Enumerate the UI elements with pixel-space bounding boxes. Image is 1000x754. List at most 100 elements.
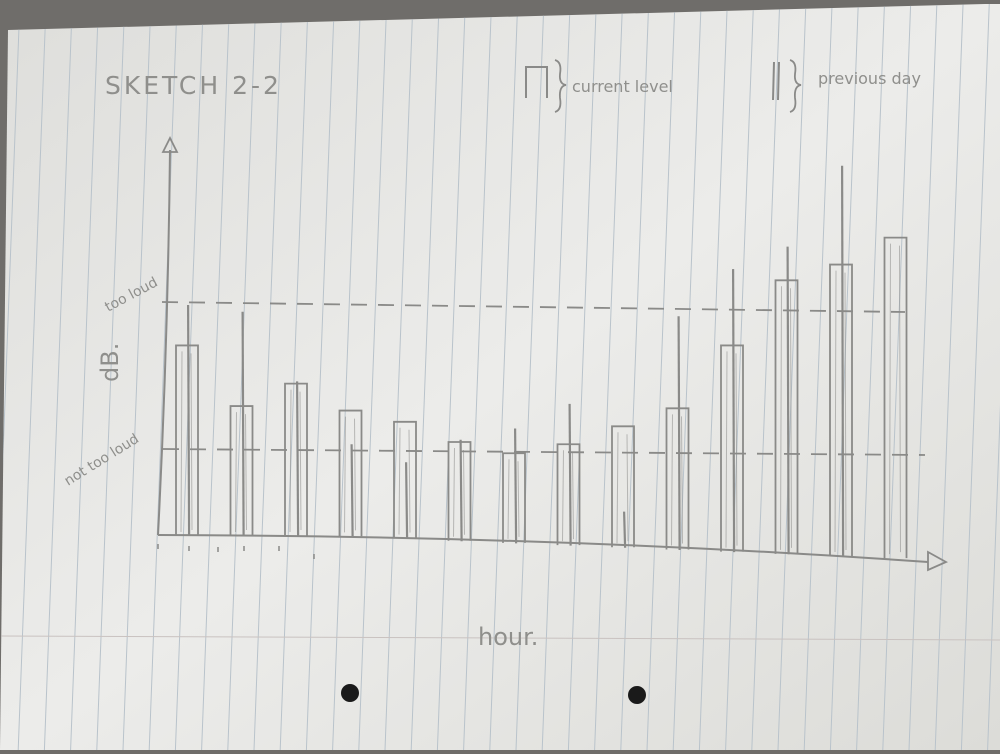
ruled-line [96, 4, 126, 750]
ruled-line [856, 4, 886, 750]
bar-hatching [180, 351, 193, 533]
ruled-line [436, 4, 466, 750]
ruled-line [410, 4, 440, 750]
bar-hatching [398, 427, 411, 535]
bar-hatching [671, 414, 683, 546]
legend-brace-icon [554, 59, 567, 113]
punch-hole [628, 686, 646, 704]
ruled-line [698, 4, 728, 750]
bar-hatching [562, 450, 574, 542]
current-level-bar [393, 420, 417, 539]
legend-brace-icon [789, 59, 802, 113]
ruled-line [882, 4, 912, 750]
bar-hatching [889, 243, 901, 555]
ruled-line [463, 4, 493, 750]
current-level-bar [774, 279, 799, 554]
ruled-line [70, 4, 100, 750]
punch-hole [341, 684, 359, 702]
previous-day-line [623, 511, 627, 548]
y-axis-arrow-icon [161, 135, 179, 153]
paper-sheet [0, 4, 1000, 750]
chart-title: SKETCH 2-2 [105, 71, 282, 100]
ruled-line [489, 4, 519, 750]
ruled-line [43, 4, 73, 750]
ruled-line [620, 4, 650, 750]
ruled-line [148, 4, 178, 750]
bar-hatching [725, 351, 738, 548]
ruled-line [384, 4, 414, 750]
bar-hatching [289, 389, 302, 533]
bar-hatching [507, 459, 520, 539]
ruled-line [332, 4, 362, 750]
ruled-line [279, 4, 309, 750]
legend-open-bar-symbol [525, 66, 548, 98]
ruled-line [594, 4, 624, 750]
previous-day-line [514, 428, 518, 544]
ruled-line [987, 4, 1000, 750]
current-level-bar [556, 443, 581, 546]
ruled-line [751, 4, 781, 750]
previous-day-line [187, 304, 191, 537]
ruled-line [17, 4, 47, 750]
ruled-line [567, 4, 597, 750]
x-axis-label: hour. [478, 623, 538, 651]
previous-day-line [568, 403, 572, 546]
ruled-line [672, 4, 702, 750]
bar-hatching [453, 448, 465, 537]
current-level-bar [338, 409, 363, 537]
previous-day-line [241, 311, 245, 537]
legend-line-symbol [772, 61, 780, 101]
ruled-line [253, 4, 283, 750]
ruled-line [515, 4, 545, 750]
previous-day-line [405, 462, 409, 540]
x-axis-line [157, 534, 929, 563]
ruled-line [908, 4, 938, 750]
legend-label-previous: previous day [818, 69, 921, 88]
ruled-line [934, 4, 964, 750]
ruled-line [122, 4, 152, 750]
y-axis-line [157, 149, 171, 536]
current-level-bar [611, 425, 635, 548]
previous-day-line [731, 269, 736, 553]
current-level-bar [665, 407, 690, 550]
bars-group [175, 165, 908, 559]
axes [157, 135, 949, 572]
x-axis-tick-marks [157, 544, 315, 559]
ruled-line [305, 4, 335, 750]
ruled-line [646, 4, 676, 750]
current-level-bar [229, 405, 254, 536]
too-loud-line [161, 301, 906, 313]
y-axis-label: dB. [96, 343, 124, 382]
previous-day-line [786, 246, 790, 555]
legend: current level previous day [525, 59, 921, 113]
previous-day-line [459, 439, 463, 542]
current-level-bar [883, 236, 908, 559]
previous-day-line [350, 444, 354, 537]
ruled-line [201, 4, 231, 750]
previous-day-line [677, 316, 681, 550]
current-level-bar [447, 441, 472, 541]
ruled-line [725, 4, 755, 750]
ruled-line [0, 4, 21, 750]
legend-label-current: current level [572, 77, 673, 96]
previous-day-line [840, 165, 845, 557]
margin-line [0, 635, 1000, 641]
ruled-line [829, 4, 859, 750]
current-level-bar [502, 452, 526, 543]
ruled-line [803, 4, 833, 750]
bar-hatching [235, 412, 247, 533]
bar-hatching [616, 432, 629, 544]
previous-day-line [296, 381, 300, 537]
bar-hatching [344, 416, 356, 533]
current-level-bar [829, 263, 853, 556]
current-level-bar [720, 344, 744, 552]
x-axis-arrow-icon [927, 550, 949, 572]
current-level-bar [175, 344, 199, 536]
ruled-line [777, 4, 807, 750]
ruled-line [358, 4, 388, 750]
current-level-bar [284, 382, 308, 536]
ruled-line [960, 4, 990, 750]
ruled-line [541, 4, 571, 750]
